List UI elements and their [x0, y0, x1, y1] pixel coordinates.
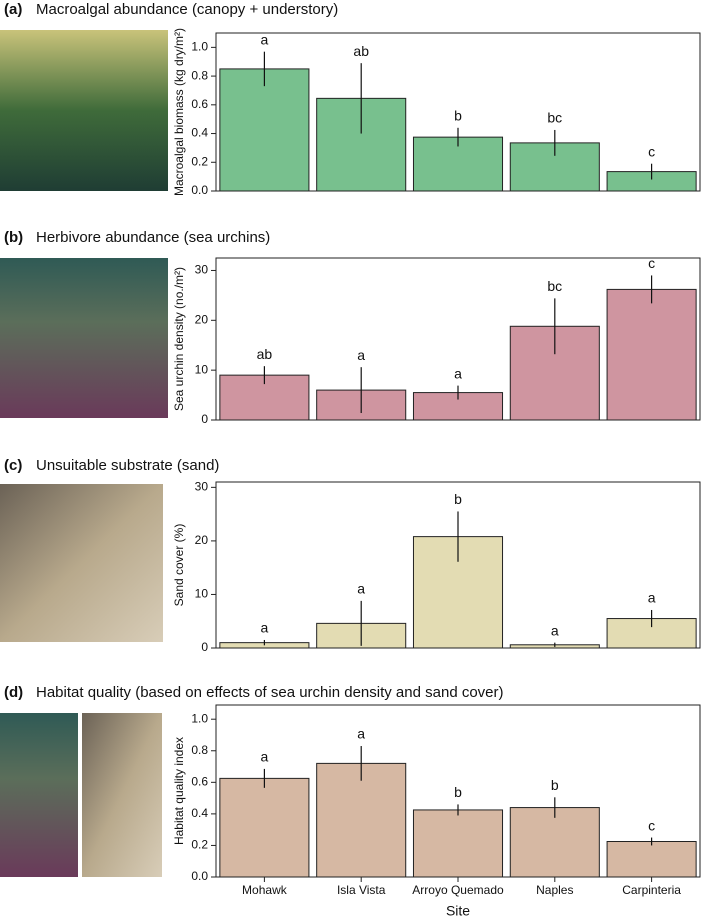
significance-letter: a	[261, 31, 269, 47]
photo-sand-small	[82, 713, 162, 877]
y-tick-label: 20	[195, 533, 209, 547]
significance-letter: c	[648, 143, 655, 159]
significance-letter: c	[648, 817, 655, 833]
bar	[509, 807, 600, 878]
panel-label: (d)	[4, 684, 23, 701]
bar	[316, 762, 407, 878]
significance-letter: b	[551, 777, 559, 793]
panel-label: (a)	[4, 1, 22, 18]
significance-letter: ab	[257, 346, 273, 362]
x-tick-label: Carpinteria	[622, 883, 681, 897]
significance-letter: ab	[353, 43, 369, 59]
photo-kelp	[0, 30, 168, 191]
significance-letter: a	[648, 590, 656, 606]
y-tick-label: 30	[195, 480, 209, 494]
significance-letter: b	[454, 108, 462, 124]
significance-letter: a	[261, 620, 269, 636]
x-axis-label: Site	[446, 903, 470, 918]
bar	[219, 777, 310, 878]
y-tick-label: 0.8	[191, 68, 208, 82]
y-tick-label: 10	[195, 362, 209, 376]
y-tick-label: 0.4	[191, 806, 208, 820]
y-axis-label: Sea urchin density (no./m²)	[172, 267, 186, 411]
y-tick-label: 0.2	[191, 154, 208, 168]
y-axis-label: Macroalgal biomass (kg dry/m²)	[172, 28, 186, 196]
significance-letter: a	[261, 749, 269, 765]
bar	[606, 840, 697, 878]
y-tick-label: 0	[201, 640, 208, 654]
significance-letter: a	[357, 726, 365, 742]
panel-title: Unsuitable substrate (sand)	[36, 457, 219, 474]
y-tick-label: 0.8	[191, 743, 208, 757]
significance-letter: a	[454, 365, 462, 381]
panel-label: (c)	[4, 457, 22, 474]
y-tick-label: 30	[195, 263, 209, 277]
bar	[219, 68, 310, 192]
y-tick-label: 1.0	[191, 711, 208, 725]
panel-label: (b)	[4, 229, 23, 246]
y-tick-label: 0.4	[191, 126, 208, 140]
photo-urchins-small	[0, 713, 78, 877]
panel-title: Macroalgal abundance (canopy + understor…	[36, 1, 338, 18]
y-tick-label: 0.6	[191, 774, 208, 788]
photo-sand	[0, 484, 163, 642]
x-tick-label: Mohawk	[242, 883, 288, 897]
y-tick-label: 1.0	[191, 40, 208, 54]
bar	[606, 288, 697, 421]
panel-title: Herbivore abundance (sea urchins)	[36, 229, 270, 246]
y-tick-label: 0.2	[191, 838, 208, 852]
bar	[412, 809, 504, 878]
y-tick-label: 0.0	[191, 183, 208, 197]
y-axis-label: Habitat quality index	[172, 737, 186, 845]
significance-letter: b	[454, 784, 462, 800]
significance-letter: a	[357, 581, 365, 597]
significance-letter: c	[648, 255, 655, 271]
photo-urchins	[0, 258, 168, 418]
x-tick-label: Naples	[536, 883, 573, 897]
panel-title: Habitat quality (based on effects of sea…	[36, 684, 504, 701]
significance-letter: bc	[547, 110, 562, 126]
x-tick-label: Arroyo Quemado	[412, 883, 504, 897]
y-tick-label: 0.0	[191, 869, 208, 883]
significance-letter: b	[454, 491, 462, 507]
y-tick-label: 10	[195, 587, 209, 601]
significance-letter: a	[357, 347, 365, 363]
x-tick-label: Isla Vista	[337, 883, 386, 897]
y-tick-label: 0	[201, 412, 208, 426]
y-tick-label: 0.6	[191, 97, 208, 111]
significance-letter: bc	[547, 278, 562, 294]
y-axis-label: Sand cover (%)	[172, 524, 186, 607]
significance-letter: a	[551, 622, 559, 638]
y-tick-label: 20	[195, 312, 209, 326]
